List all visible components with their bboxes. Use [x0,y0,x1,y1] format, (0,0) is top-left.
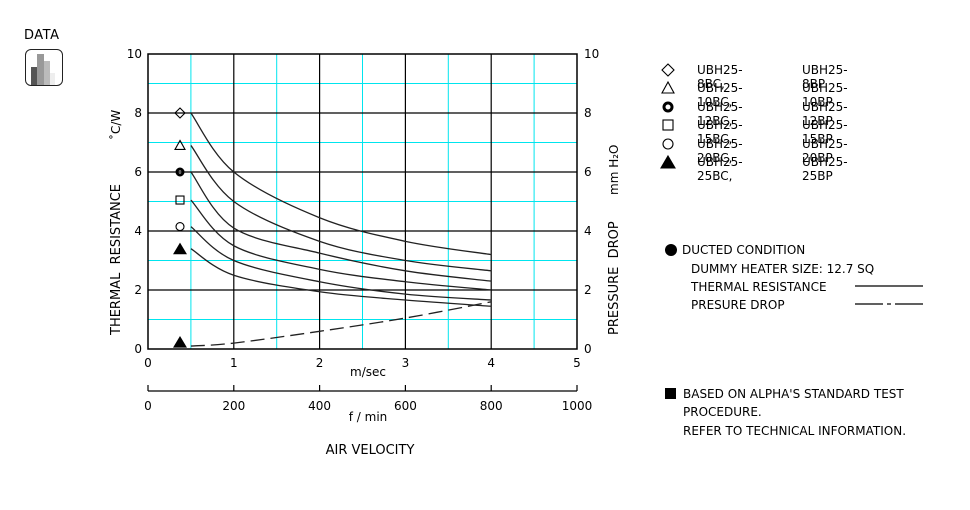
legend-bp-model: UBH25-8BP [802,63,848,91]
x-tick: 1 [230,356,238,370]
x-unit-primary: m/sec [350,365,386,379]
thermal-curve [190,226,492,301]
data-badge-label: DATA [24,28,60,43]
bar-chart-icon [25,49,63,86]
thermal-curve [190,112,492,256]
x-axis-title: AIR VELOCITY [326,443,415,458]
series-markers [173,107,187,348]
thermal-curve [190,171,492,282]
triangle-filled-marker-icon [660,154,676,169]
grid-minor [148,54,577,349]
filled-square-bullet-icon [665,388,676,399]
y-ticks-left: 0 2 4 6 8 10 [127,47,142,356]
pressure-drop-curve [190,301,492,347]
y-tick-left: 6 [134,165,142,179]
x-tick-secondary: 800 [480,399,503,413]
thermal-curves [190,112,492,307]
y-tick-right: 4 [584,224,592,238]
thermal-curve [190,248,492,307]
x-tick: 0 [144,356,152,370]
legend-bc-model: UBH25-25BC, [697,155,743,183]
circle-open-marker-icon [662,138,674,150]
dummy-heater-size: DUMMY HEATER SIZE: 12.7 SQ [691,262,875,276]
y-axis-left-unit: ˚C/W [108,110,123,140]
x-tick-secondary: 400 [308,399,331,413]
x-tick: 3 [402,356,410,370]
x-ticks-primary: 0 1 2 3 4 5 [144,356,581,370]
y-tick-left: 8 [134,106,142,120]
thermal-resistance-legend-label: THERMAL RESISTANCE [691,280,827,294]
note-line-3: REFER TO TECHNICAL INFORMATION. [683,424,907,438]
y-tick-left: 4 [134,224,142,238]
pressure-drop-legend-label: PRESURE DROP [691,298,785,312]
x-tick: 4 [487,356,495,370]
y-axis-right-unit: mm H₂O [607,145,621,195]
plot-frame [147,53,578,350]
thermal-resistance-chart: 0 2 4 6 8 10 0 2 4 6 8 10 0 1 2 3 4 5 0 200 400 600 800 1000… [108,47,622,458]
x-tick-secondary: 600 [394,399,417,413]
diamond-open-marker-icon [174,107,186,119]
x-tick: 5 [573,356,581,370]
legend-bp-model: UBH25-15BP [802,118,848,147]
legend-bp-model: UBH25-20BP [802,136,848,165]
triangle-filled-marker-icon [173,335,187,348]
x-tick-secondary: 200 [222,399,245,413]
x-tick: 2 [316,356,324,370]
y-tick-right: 0 [584,342,592,356]
square-open-marker-icon [175,195,185,205]
line-style-samples [855,285,923,305]
thermal-curve [190,199,492,291]
y-ticks-right: 0 2 4 6 8 10 [584,47,599,356]
circle-bold-ring-marker-icon [175,167,185,177]
y-tick-right: 8 [584,106,592,120]
circle-open-marker-icon [175,222,185,232]
triangle-open-marker-icon [174,139,186,150]
legend-bc-model: UBH25-12BC, [697,99,743,128]
y-tick-left: 0 [134,342,142,356]
y-tick-left: 10 [127,47,142,61]
ducted-condition-title: DUCTED CONDITION [682,243,806,257]
y-tick-right: 2 [584,283,592,297]
legend-bc-model: UBH25-8BC, [697,63,743,91]
legend-bc-model: UBH25-15BC, [697,118,743,147]
y-axis-right-label: PRESSURE DROP [607,221,622,335]
legend-bp-model: UBH25-25BP [802,155,848,183]
legend-bp-model: UBH25-10BP [802,81,848,110]
legend-bc-model: UBH25-10BC, [697,81,743,110]
square-open-marker-icon [662,119,674,131]
y-axis-left-label: THERMAL RESISTANCE [109,184,124,336]
x-tick-secondary: 1000 [562,399,593,413]
y-tick-right: 6 [584,165,592,179]
thermal-curve [190,145,492,272]
note-line-2: PROCEDURE. [683,405,762,419]
diamond-open-marker-icon [661,63,675,77]
triangle-open-marker-icon [661,81,675,94]
triangle-filled-marker-icon [173,242,187,255]
filled-circle-bullet-icon [665,244,677,256]
y-tick-left: 2 [134,283,142,297]
circle-bold-ring-marker-icon [662,101,674,113]
x-unit-secondary: f / min [349,410,388,424]
legend-bp-model: UBH25-12BP [802,99,848,128]
x-tick-secondary: 0 [144,399,152,413]
note-line-1: BASED ON ALPHA'S STANDARD TEST [683,387,904,401]
x-ticks-secondary: 0 200 400 600 800 1000 [144,385,592,413]
legend-bc-model: UBH25-20BC, [697,136,743,165]
y-tick-right: 10 [584,47,599,61]
